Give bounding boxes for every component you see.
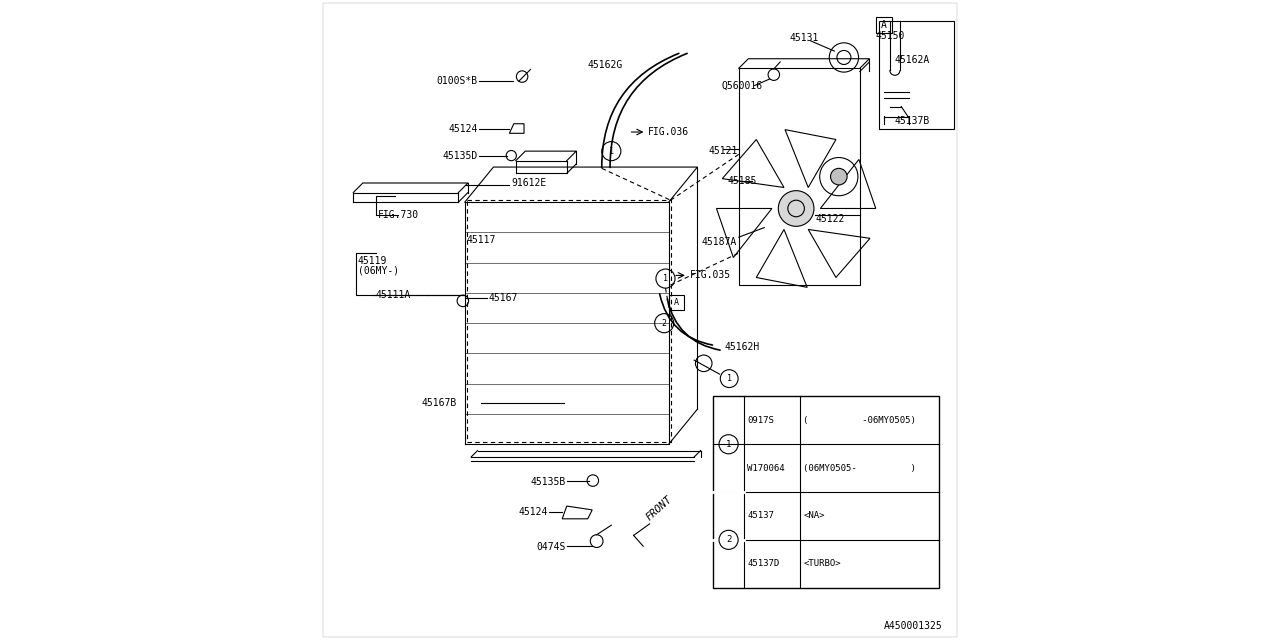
Text: 45131: 45131 (790, 33, 819, 44)
Text: 45119: 45119 (357, 256, 387, 266)
Text: FRONT: FRONT (644, 494, 675, 522)
Text: A: A (881, 20, 887, 30)
Text: 0474S: 0474S (536, 543, 566, 552)
Text: A450001325: A450001325 (884, 621, 942, 631)
Text: 1: 1 (726, 440, 731, 449)
Text: 45162G: 45162G (588, 60, 623, 70)
Text: 45135B: 45135B (530, 477, 566, 488)
Text: 45111A: 45111A (375, 289, 411, 300)
Text: 2: 2 (662, 319, 667, 328)
Text: 45121: 45121 (709, 146, 739, 156)
Text: 45185: 45185 (728, 176, 758, 186)
Bar (713, 396, 940, 588)
Text: 0917S: 0917S (748, 416, 774, 425)
Text: 45150: 45150 (876, 31, 905, 42)
Bar (879, 20, 954, 129)
Text: Q560016: Q560016 (722, 81, 763, 90)
Text: 1: 1 (609, 147, 614, 156)
Text: 45124: 45124 (448, 124, 477, 134)
Text: <NA>: <NA> (803, 511, 824, 520)
Text: 1: 1 (727, 374, 732, 383)
Text: 45167B: 45167B (422, 398, 457, 408)
Text: 45167: 45167 (489, 292, 518, 303)
Bar (669, 295, 684, 310)
Text: 45162H: 45162H (724, 342, 759, 352)
Text: 91612E: 91612E (511, 178, 547, 188)
Circle shape (778, 191, 814, 227)
Text: W170064: W170064 (748, 463, 785, 473)
Text: (06MY-): (06MY-) (357, 266, 399, 276)
Text: (          -06MY0505): ( -06MY0505) (803, 416, 916, 425)
Circle shape (831, 168, 847, 185)
Text: (06MY0505-          ): (06MY0505- ) (803, 463, 916, 473)
Text: 2: 2 (726, 535, 731, 545)
Text: A: A (673, 298, 678, 307)
Text: 45135D: 45135D (443, 150, 477, 161)
Text: 45124: 45124 (518, 508, 548, 518)
Text: 0100S*B: 0100S*B (436, 76, 477, 86)
Text: FIG.036: FIG.036 (648, 127, 690, 137)
Text: 45122: 45122 (815, 214, 845, 224)
Text: 45137B: 45137B (895, 116, 931, 126)
Bar (876, 17, 892, 33)
Text: 45137: 45137 (748, 511, 774, 520)
Text: FIG.730: FIG.730 (378, 210, 419, 220)
Text: 45117: 45117 (467, 236, 497, 245)
Text: 1: 1 (663, 274, 668, 283)
Text: 45187A: 45187A (701, 237, 736, 247)
Text: 45137D: 45137D (748, 559, 780, 568)
Text: <TURBO>: <TURBO> (803, 559, 841, 568)
Text: 45162A: 45162A (895, 55, 931, 65)
Text: FIG.035: FIG.035 (690, 270, 731, 280)
